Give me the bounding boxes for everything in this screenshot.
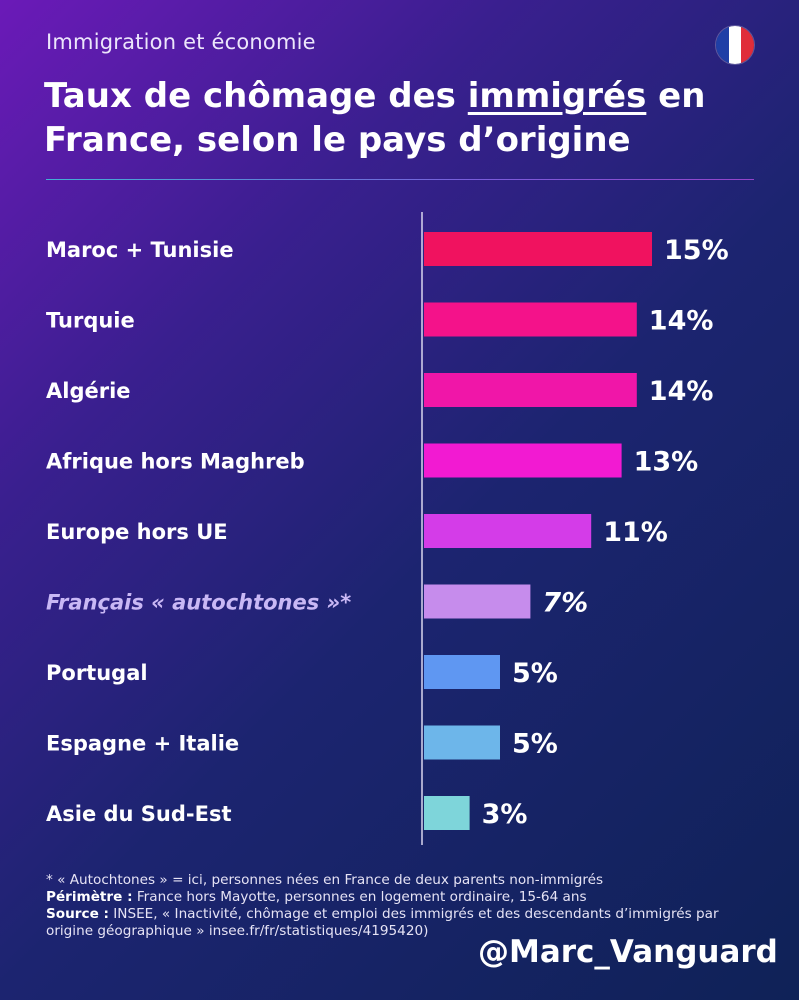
bar bbox=[424, 725, 500, 760]
footnote-block: * « Autochtones » = ici, personnes nées … bbox=[46, 872, 766, 940]
bar bbox=[424, 373, 637, 407]
perimetre-label: Périmètre : bbox=[46, 889, 133, 905]
category-label: Espagne + Italie bbox=[46, 732, 239, 756]
category-label: Français « autochtones »* bbox=[46, 591, 351, 615]
title-part-1: Taux de chômage des bbox=[44, 76, 468, 116]
value-label: 13% bbox=[634, 447, 699, 478]
source-text: INSEE, « Inactivité, chômage et emploi d… bbox=[46, 906, 719, 939]
category-label: Portugal bbox=[46, 661, 148, 685]
bar bbox=[424, 232, 652, 266]
title-part-2: en France, selon le pays d’origine bbox=[44, 76, 706, 160]
bar bbox=[424, 796, 470, 830]
bar bbox=[424, 584, 531, 619]
bar bbox=[424, 443, 622, 478]
value-label: 15% bbox=[664, 235, 729, 266]
flag-red-stripe bbox=[741, 26, 754, 64]
value-label: 11% bbox=[603, 517, 668, 548]
kicker-label: Immigration et économie bbox=[46, 30, 316, 54]
value-label: 5% bbox=[512, 729, 558, 760]
category-label: Algérie bbox=[46, 379, 131, 403]
chart-title: Taux de chômage des immigrés en France, … bbox=[44, 74, 764, 162]
source-label: Source : bbox=[46, 906, 109, 922]
footnote-definition: * « Autochtones » = ici, personnes nées … bbox=[46, 872, 604, 888]
value-label: 5% bbox=[512, 658, 558, 689]
france-flag-icon bbox=[716, 26, 754, 64]
footnote-perimetre: Périmètre : France hors Mayotte, personn… bbox=[46, 889, 766, 906]
flag-blue-stripe bbox=[716, 26, 729, 64]
category-label: Afrique hors Maghreb bbox=[46, 450, 305, 474]
category-label: Asie du Sud-Est bbox=[46, 802, 232, 826]
bar bbox=[424, 514, 592, 548]
value-label: 3% bbox=[482, 799, 528, 830]
bar bbox=[424, 302, 637, 337]
bar bbox=[424, 655, 500, 689]
category-label: Europe hors UE bbox=[46, 520, 228, 544]
title-divider bbox=[46, 179, 754, 180]
value-label: 7% bbox=[542, 588, 588, 619]
value-label: 14% bbox=[649, 306, 714, 337]
title-underlined-word: immigrés bbox=[467, 76, 647, 116]
author-handle: @Marc_Vanguard bbox=[478, 934, 778, 970]
category-label: Maroc + Tunisie bbox=[46, 238, 234, 262]
perimetre-text: France hors Mayotte, personnes en logeme… bbox=[132, 889, 587, 905]
value-label: 14% bbox=[649, 376, 714, 407]
flag-white-stripe bbox=[728, 26, 742, 64]
footnote-source: Source : INSEE, « Inactivité, chômage et… bbox=[46, 906, 746, 940]
category-label: Turquie bbox=[46, 309, 135, 333]
